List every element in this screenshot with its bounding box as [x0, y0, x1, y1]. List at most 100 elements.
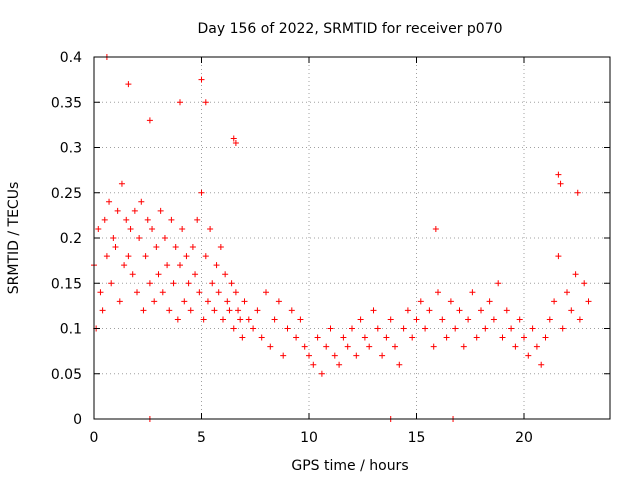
data-point	[460, 343, 467, 350]
data-point	[211, 307, 218, 314]
data-point	[323, 343, 330, 350]
x-tick-label: 5	[197, 430, 206, 446]
y-tick-label: 0.15	[51, 276, 82, 292]
data-point	[564, 289, 570, 296]
data-point	[198, 189, 205, 196]
y-tick-label: 0.05	[51, 367, 82, 383]
data-point	[99, 307, 106, 314]
data-point	[357, 316, 364, 323]
data-point	[232, 139, 239, 146]
data-point	[439, 316, 446, 323]
data-point	[503, 307, 510, 314]
data-point	[108, 280, 115, 287]
data-point	[228, 280, 235, 287]
data-point	[110, 235, 117, 241]
data-point	[568, 307, 575, 314]
data-point	[361, 334, 368, 341]
data-point	[217, 244, 224, 251]
y-tick-label: 0.2	[60, 231, 82, 247]
data-point	[192, 271, 199, 278]
data-point	[146, 280, 153, 287]
data-point	[542, 334, 549, 341]
data-point	[123, 216, 130, 223]
y-axis-label: SRMTID / TECUs	[6, 182, 22, 295]
data-point	[413, 316, 420, 323]
y-tick-label: 0	[73, 412, 82, 428]
data-point	[97, 289, 104, 296]
data-point	[546, 316, 553, 323]
data-point	[235, 307, 242, 314]
data-point	[529, 325, 536, 332]
y-tick-labels: 0 0.05 0.1 0.15 0.2 0.25 0.3 0.35 0.4	[51, 50, 82, 428]
data-point	[370, 307, 377, 314]
data-point	[344, 343, 351, 350]
data-point	[314, 334, 321, 341]
data-point	[318, 370, 325, 377]
data-point	[239, 334, 246, 341]
data-point	[125, 81, 132, 88]
data-point	[284, 325, 291, 332]
data-point	[213, 262, 220, 269]
data-point	[237, 316, 244, 323]
data-point	[209, 280, 216, 287]
data-point	[170, 280, 177, 287]
data-point	[331, 352, 338, 359]
data-point	[435, 289, 441, 296]
data-point	[327, 325, 334, 332]
data-point	[189, 244, 196, 251]
data-point	[478, 307, 484, 314]
x-axis-label: GPS time / hours	[291, 458, 408, 474]
data-point	[490, 316, 497, 323]
data-point	[250, 325, 257, 332]
data-point	[512, 343, 519, 350]
data-point	[574, 189, 581, 196]
data-point	[118, 180, 125, 187]
data-point	[134, 289, 140, 296]
data-point	[222, 271, 229, 278]
data-point	[447, 298, 454, 305]
data-point	[482, 325, 489, 332]
data-point	[127, 225, 134, 232]
data-point	[533, 343, 540, 350]
data-point	[95, 225, 102, 232]
grid-lines	[94, 57, 610, 419]
chart-title: Day 156 of 2022, SRMTID for receiver p07…	[197, 21, 502, 37]
data-point	[101, 216, 108, 223]
data-point	[232, 289, 239, 296]
data-point	[310, 361, 317, 368]
data-point	[417, 298, 424, 305]
data-point	[469, 289, 476, 296]
data-point	[103, 253, 110, 260]
data-point	[267, 343, 274, 350]
data-point	[263, 289, 269, 296]
data-point	[349, 325, 355, 332]
data-point	[432, 225, 439, 232]
data-point	[204, 298, 211, 305]
data-point	[366, 343, 373, 350]
x-tick-labels: 0 5 10 15 20	[90, 430, 533, 446]
data-point	[159, 289, 166, 296]
data-point	[557, 180, 564, 187]
data-point	[114, 207, 121, 214]
data-point	[140, 307, 147, 314]
data-point	[220, 316, 226, 323]
data-point	[241, 298, 248, 305]
data-point	[200, 316, 207, 323]
y-tick-label: 0.4	[60, 50, 82, 66]
data-point	[112, 244, 119, 251]
data-point	[585, 298, 592, 305]
data-point	[516, 316, 523, 323]
data-point	[185, 280, 192, 287]
data-point	[538, 361, 545, 368]
data-point	[576, 316, 583, 323]
data-point	[166, 307, 173, 314]
data-point	[422, 325, 429, 332]
data-point	[499, 334, 506, 341]
data-point	[271, 316, 278, 323]
data-point	[202, 99, 209, 106]
data-point	[129, 271, 136, 278]
data-point	[521, 334, 527, 341]
data-point	[164, 262, 171, 269]
data-point	[559, 325, 566, 332]
